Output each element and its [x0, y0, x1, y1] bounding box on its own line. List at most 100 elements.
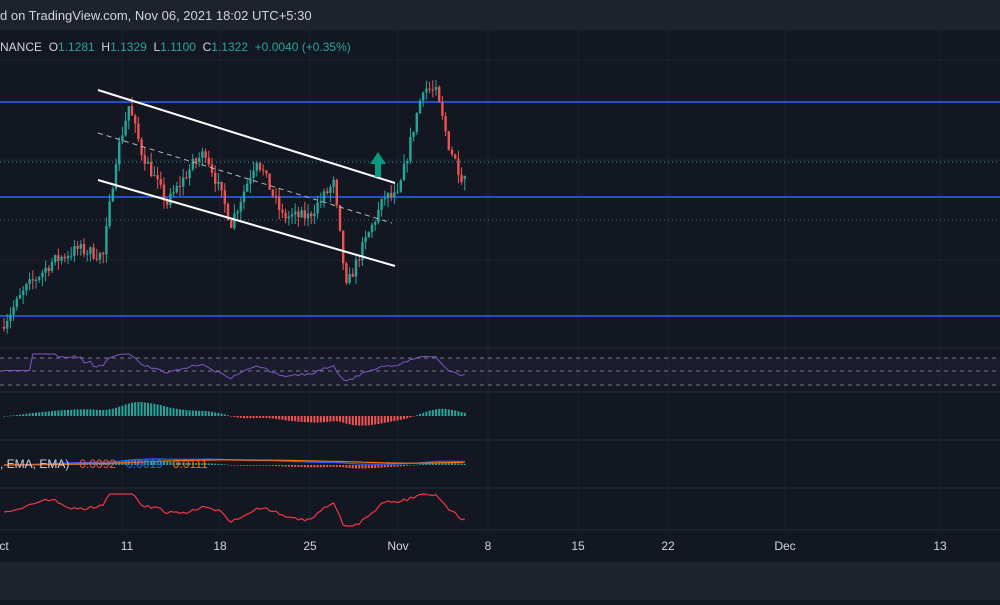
candle-body	[178, 185, 182, 187]
histogram-bar	[236, 416, 239, 418]
macd-histogram-bar	[159, 461, 162, 465]
candle-body	[393, 192, 396, 197]
histogram-bar	[217, 412, 220, 416]
macd-histogram-bar	[220, 464, 223, 465]
histogram-bar	[355, 416, 357, 426]
candle-body	[242, 191, 246, 202]
histogram-bar	[63, 410, 66, 416]
candle-body	[454, 154, 457, 159]
histogram-bar	[457, 411, 460, 416]
histogram-bar	[12, 415, 15, 416]
low-label: L	[153, 40, 161, 54]
macd-histogram-bar	[246, 465, 249, 466]
candle-body	[28, 279, 31, 285]
histogram-bar	[67, 409, 69, 416]
candle-body	[76, 245, 79, 249]
macd-histogram-bar	[323, 465, 325, 468]
macd-hist-value: 0.0092	[79, 457, 117, 471]
macd-histogram-bar	[150, 460, 153, 465]
candle-body	[111, 188, 114, 202]
histogram-bar	[361, 416, 364, 426]
histogram-bar	[166, 406, 169, 416]
candle-body	[220, 181, 223, 191]
open-value: 1.1281	[58, 40, 95, 54]
candle-body	[236, 211, 239, 214]
macd-histogram-bar	[172, 462, 175, 465]
candle-body	[6, 321, 9, 329]
histogram-bar	[268, 416, 271, 419]
candle-body	[130, 106, 134, 116]
candle-body	[329, 186, 332, 193]
histogram-bar	[339, 416, 341, 422]
candle-body	[105, 226, 108, 255]
candle-body	[326, 191, 329, 193]
macd-histogram-bar	[415, 464, 418, 466]
candle-body	[9, 314, 12, 322]
macd-histogram-bar	[195, 463, 197, 465]
candle-body	[441, 102, 444, 117]
histogram-bar	[396, 416, 399, 421]
histogram-bar	[163, 406, 165, 416]
high-value: 1.1329	[110, 40, 147, 54]
high-label: H	[101, 40, 111, 54]
candle-body	[223, 190, 226, 204]
candle-body	[217, 181, 220, 184]
candle-body	[159, 179, 162, 185]
bottom-indicator-pane	[3, 493, 465, 527]
candle-body	[310, 213, 313, 217]
candle-body	[335, 179, 338, 206]
change-value: +0.0040 (+0.35%)	[254, 40, 351, 54]
candle-body	[422, 92, 425, 101]
macd-histogram-bar	[313, 465, 316, 468]
macd-histogram-bar	[243, 465, 245, 466]
macd-histogram-bar	[166, 461, 169, 465]
macd-histogram-bar	[185, 462, 188, 465]
candle-body	[463, 176, 466, 179]
signal-line-value: 0.0111	[172, 457, 208, 471]
candle-body	[146, 161, 150, 164]
histogram-bar	[233, 416, 236, 417]
candle-body	[313, 213, 316, 217]
histogram-bar	[239, 416, 242, 418]
candle-body	[425, 88, 428, 93]
macd-histogram-bar	[262, 465, 265, 466]
candle-body	[63, 256, 66, 259]
histogram-bar	[28, 413, 31, 416]
candle-body	[214, 172, 217, 184]
histogram-bar	[41, 412, 44, 416]
histogram-bar	[265, 416, 268, 418]
histogram-bar	[259, 416, 261, 418]
macd-histogram-bar	[214, 463, 217, 465]
macd-histogram-bar	[249, 465, 252, 466]
open-label: O	[48, 40, 59, 54]
histogram-bar	[364, 416, 367, 426]
histogram-bar	[111, 408, 114, 416]
histogram-bar	[147, 402, 149, 416]
histogram-bar	[99, 409, 101, 416]
candle-body	[198, 157, 201, 162]
macd-histogram-bar	[428, 463, 431, 465]
x-tick-label: Nov	[387, 539, 409, 553]
breakout-arrow-icon	[370, 152, 386, 177]
candle-body	[374, 222, 377, 225]
histogram-bar	[121, 405, 124, 416]
macd-histogram-bar	[182, 462, 185, 465]
channel-drawing[interactable]	[97, 89, 396, 267]
histogram-bar	[159, 405, 162, 416]
candle-body	[50, 261, 54, 271]
candle-body	[370, 224, 374, 233]
candle-body	[290, 214, 294, 217]
candle-body	[434, 86, 438, 90]
candle-body	[294, 211, 297, 215]
macd-histogram-bar	[294, 465, 297, 467]
histogram-bar	[31, 412, 34, 416]
candle-body	[351, 274, 354, 277]
macd-histogram-bar	[259, 465, 261, 466]
candle-body	[303, 210, 306, 219]
histogram-bar	[284, 416, 287, 421]
candle-body	[188, 169, 191, 179]
candle-body	[316, 202, 319, 214]
histogram-bar	[70, 409, 73, 416]
